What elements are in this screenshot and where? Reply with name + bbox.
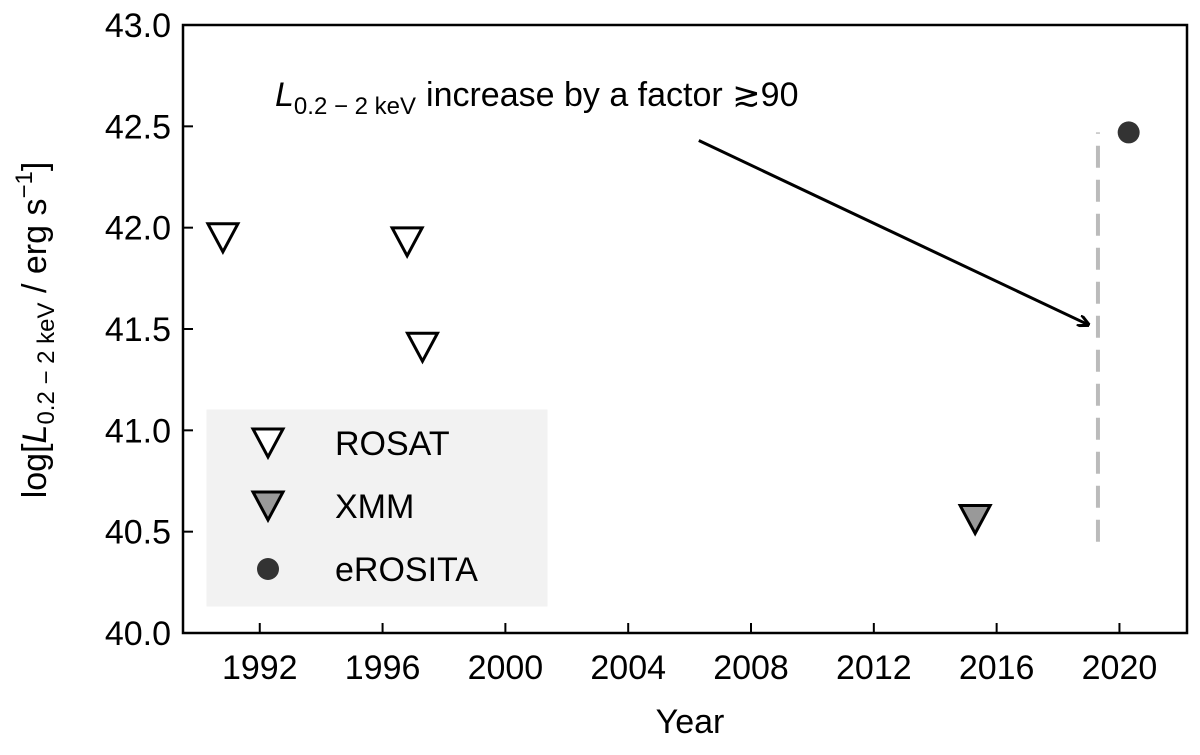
y-tick-label: 40.5: [105, 514, 171, 552]
legend-label: XMM: [335, 488, 414, 526]
x-tick-label: 2020: [1082, 649, 1158, 687]
legend-marker: [257, 558, 279, 580]
y-tick-label: 42.0: [105, 210, 171, 248]
y-label-part: −1: [11, 171, 38, 198]
point: [1117, 121, 1140, 144]
y-tick-label: 41.0: [105, 412, 171, 450]
x-tick-label: 2016: [959, 649, 1035, 687]
legend: ROSAT XMM eROSITA: [206, 409, 548, 607]
annotation-subscript: 0.2 − 2 keV: [294, 93, 416, 120]
y-label-part: L: [16, 425, 54, 444]
y-tick-label: 43.0: [105, 7, 171, 45]
y-axis-label: log[L0.2 − 2 keV / erg s−1]: [11, 162, 60, 499]
point: [205, 222, 241, 255]
annotation-text: L0.2 − 2 keV increase by a factor ≳90: [275, 76, 798, 120]
annotation-symbol: L: [275, 76, 294, 114]
y-label-part: ]: [16, 162, 54, 171]
legend-label: eROSITA: [335, 551, 478, 589]
annotation-body: increase by a factor ≳90: [426, 76, 798, 114]
y-label-part: log[: [16, 443, 54, 498]
x-tick-label: 1996: [345, 649, 421, 687]
legend-label: ROSAT: [335, 425, 450, 463]
x-tick-label: 2008: [713, 649, 789, 687]
x-axis-label: Year: [656, 703, 725, 741]
y-tick-label: 42.5: [105, 108, 171, 146]
x-tick-label: 2000: [468, 649, 544, 687]
point: [957, 504, 993, 537]
y-label-part: / erg s: [16, 199, 54, 303]
y-tick-label: 41.5: [105, 311, 171, 349]
x-tick-label: 1992: [222, 649, 298, 687]
y-tick-label: 40.0: [105, 615, 171, 653]
plot-frame: [181, 23, 1189, 635]
point: [404, 331, 440, 365]
point: [389, 226, 425, 260]
legend-marker: [250, 427, 286, 461]
x-tick-label: 2004: [590, 649, 666, 687]
y-label-part: 0.2 − 2 keV: [33, 302, 60, 424]
x-tick-label: 2012: [836, 649, 912, 687]
legend-marker: [250, 490, 286, 524]
annotation-arrow: [698, 139, 1089, 325]
